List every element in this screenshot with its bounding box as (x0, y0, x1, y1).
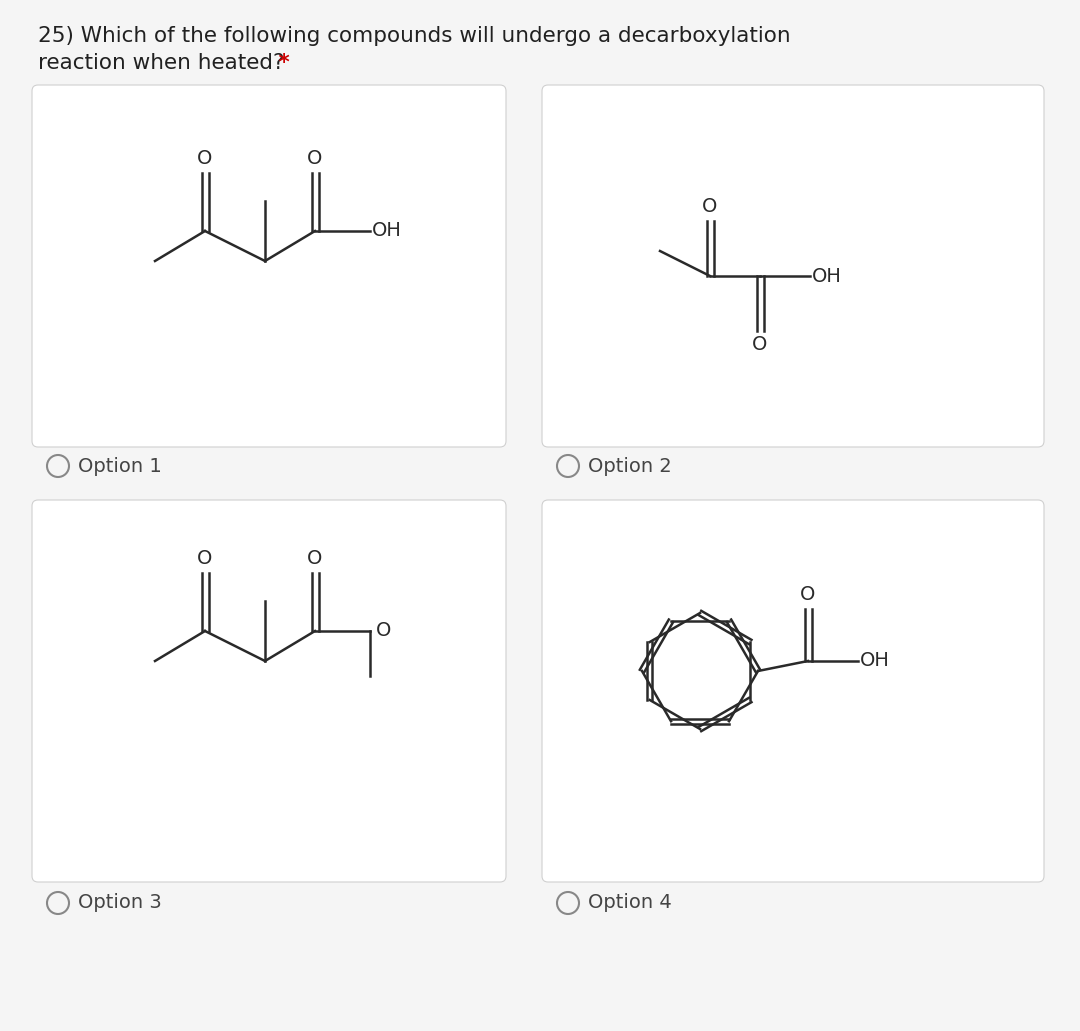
Text: OH: OH (372, 222, 402, 240)
Text: O: O (376, 622, 392, 640)
Text: 25) Which of the following compounds will undergo a decarboxylation: 25) Which of the following compounds wil… (38, 26, 791, 46)
Text: O: O (198, 149, 213, 168)
Text: Option 2: Option 2 (588, 457, 672, 475)
Text: O: O (800, 586, 815, 604)
Text: O: O (198, 550, 213, 568)
FancyBboxPatch shape (32, 85, 507, 447)
Text: reaction when heated?: reaction when heated? (38, 53, 284, 73)
Text: O: O (308, 550, 323, 568)
Text: O: O (308, 149, 323, 168)
Text: Option 3: Option 3 (78, 894, 162, 912)
Text: O: O (753, 335, 768, 355)
FancyBboxPatch shape (542, 85, 1044, 447)
FancyBboxPatch shape (32, 500, 507, 882)
Text: Option 4: Option 4 (588, 894, 672, 912)
Text: *: * (271, 53, 289, 73)
Text: OH: OH (860, 652, 890, 670)
Text: Option 1: Option 1 (78, 457, 162, 475)
FancyBboxPatch shape (542, 500, 1044, 882)
Text: OH: OH (812, 266, 842, 286)
Text: O: O (702, 198, 718, 217)
